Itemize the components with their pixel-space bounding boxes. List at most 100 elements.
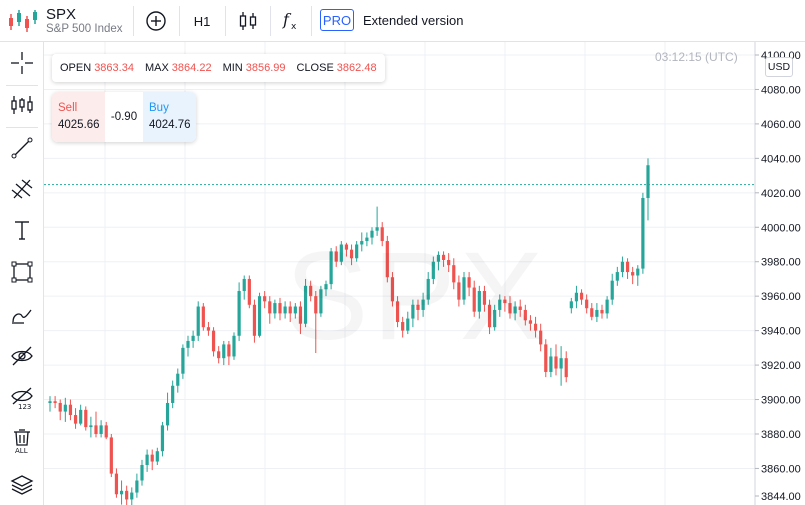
candle-body (119, 490, 124, 495)
trade-widget: Sell 4025.66 -0.90 Buy 4024.76 (52, 92, 196, 142)
delete-all-icon: ALL (14, 429, 30, 454)
candle-body (324, 284, 328, 290)
crosshair-tool[interactable] (6, 47, 38, 79)
candle-body (104, 425, 108, 438)
chart-type-button[interactable] (226, 0, 270, 42)
min-value: 3856.99 (245, 62, 286, 74)
add-symbol-button[interactable] (134, 0, 178, 42)
candle-body (191, 335, 195, 341)
hide-drawings-tool[interactable] (6, 340, 38, 372)
toolbar-divider (270, 6, 271, 36)
pro-badge[interactable]: PRO (320, 9, 354, 31)
candle-body (421, 299, 425, 310)
candle-body (201, 306, 205, 328)
sell-price: 4025.66 (58, 119, 100, 131)
trend-line-tool[interactable] (6, 132, 38, 164)
svg-text:x: x (291, 22, 297, 31)
candle-body (426, 278, 430, 300)
price-tick-label: 3980.00 (761, 257, 801, 269)
candle-body (513, 306, 517, 314)
text-tool[interactable] (6, 214, 38, 246)
price-tick-label: 4000.00 (761, 222, 801, 234)
fibonacci-icon (11, 179, 33, 199)
price-tick-label: 4080.00 (761, 84, 801, 96)
candle-body (150, 454, 154, 462)
candle-body (569, 301, 573, 309)
candle-body (390, 277, 395, 302)
price-tick-label: 3844.00 (761, 491, 801, 503)
brush-tool[interactable] (6, 298, 38, 330)
candle-body (472, 287, 476, 312)
symbol-name[interactable]: SPX (46, 6, 77, 23)
buy-button[interactable]: Buy 4024.76 (143, 92, 196, 142)
rectangle-tool[interactable] (6, 256, 38, 288)
sell-label: Sell (58, 102, 78, 114)
candle-body (206, 327, 211, 331)
candle-body (211, 330, 216, 352)
layers-icon (10, 475, 34, 495)
candle-body (257, 296, 262, 336)
candle-body (620, 261, 625, 273)
candle-body (375, 227, 379, 231)
candle-body (109, 437, 113, 474)
candle-body (559, 358, 563, 369)
open-value: 3863.34 (94, 62, 134, 74)
candle-body (360, 241, 364, 245)
candle-body (227, 344, 231, 357)
fibonacci-tool[interactable] (6, 172, 38, 204)
candle-body (487, 304, 492, 328)
candle-body (395, 301, 400, 323)
candle-body (293, 306, 297, 314)
candle-body (303, 285, 308, 324)
candle-body (503, 299, 507, 304)
interval-button[interactable]: H1 (193, 13, 211, 29)
candle-body (365, 237, 369, 242)
candle-body (94, 425, 98, 434)
ohlc-legend: OPEN 3863.34 MAX 3864.22 MIN 3856.99 CLOSE 3… (52, 54, 385, 82)
candle-body (242, 278, 246, 292)
candle-body (523, 309, 527, 321)
candle-body (564, 358, 568, 378)
candle-body (615, 272, 619, 281)
candle-body (140, 464, 144, 481)
candle-body (130, 492, 134, 500)
candle-body (114, 473, 119, 495)
extended-version-link[interactable]: Extended version (363, 13, 464, 28)
candle-body (237, 291, 241, 336)
candle-body (411, 304, 415, 319)
price-tick-label: 3880.00 (761, 429, 801, 441)
symbol-watermark: SPX (285, 225, 547, 368)
candle-body (416, 304, 420, 310)
toolbar-divider (6, 127, 38, 128)
buy-label: Buy (149, 102, 169, 114)
candle-body (544, 344, 548, 372)
candle-body (477, 291, 481, 312)
price-axis[interactable]: 4100.004080.004060.004040.004020.004000.… (755, 50, 801, 503)
candle-body (84, 409, 88, 428)
close-value: 3862.48 (336, 62, 377, 74)
chart-style-tool[interactable] (6, 89, 38, 121)
delete-all-tool[interactable]: ALL (6, 425, 38, 457)
svg-text:f: f (282, 11, 292, 29)
candle-body (222, 344, 226, 359)
price-tick-label: 3960.00 (761, 291, 801, 303)
spread-value: -0.90 (110, 111, 138, 123)
candle-body (574, 292, 579, 302)
candle-body (441, 254, 446, 260)
sell-button[interactable]: Sell 4025.66 (52, 92, 105, 142)
trend-line-icon (11, 137, 33, 159)
max-label: MAX (144, 62, 169, 74)
currency-badge[interactable]: USD (765, 57, 793, 77)
candle-body (217, 351, 221, 359)
candle-body (385, 241, 389, 278)
candle-body (344, 244, 349, 250)
drawing-toolbar: 123 ALL (0, 42, 44, 505)
candle-body (232, 335, 236, 357)
hide-values-icon: 123 (11, 387, 33, 410)
candle-body (595, 309, 599, 317)
hide-values-tool[interactable]: 123 (6, 382, 38, 414)
layers-tool[interactable] (6, 468, 38, 500)
